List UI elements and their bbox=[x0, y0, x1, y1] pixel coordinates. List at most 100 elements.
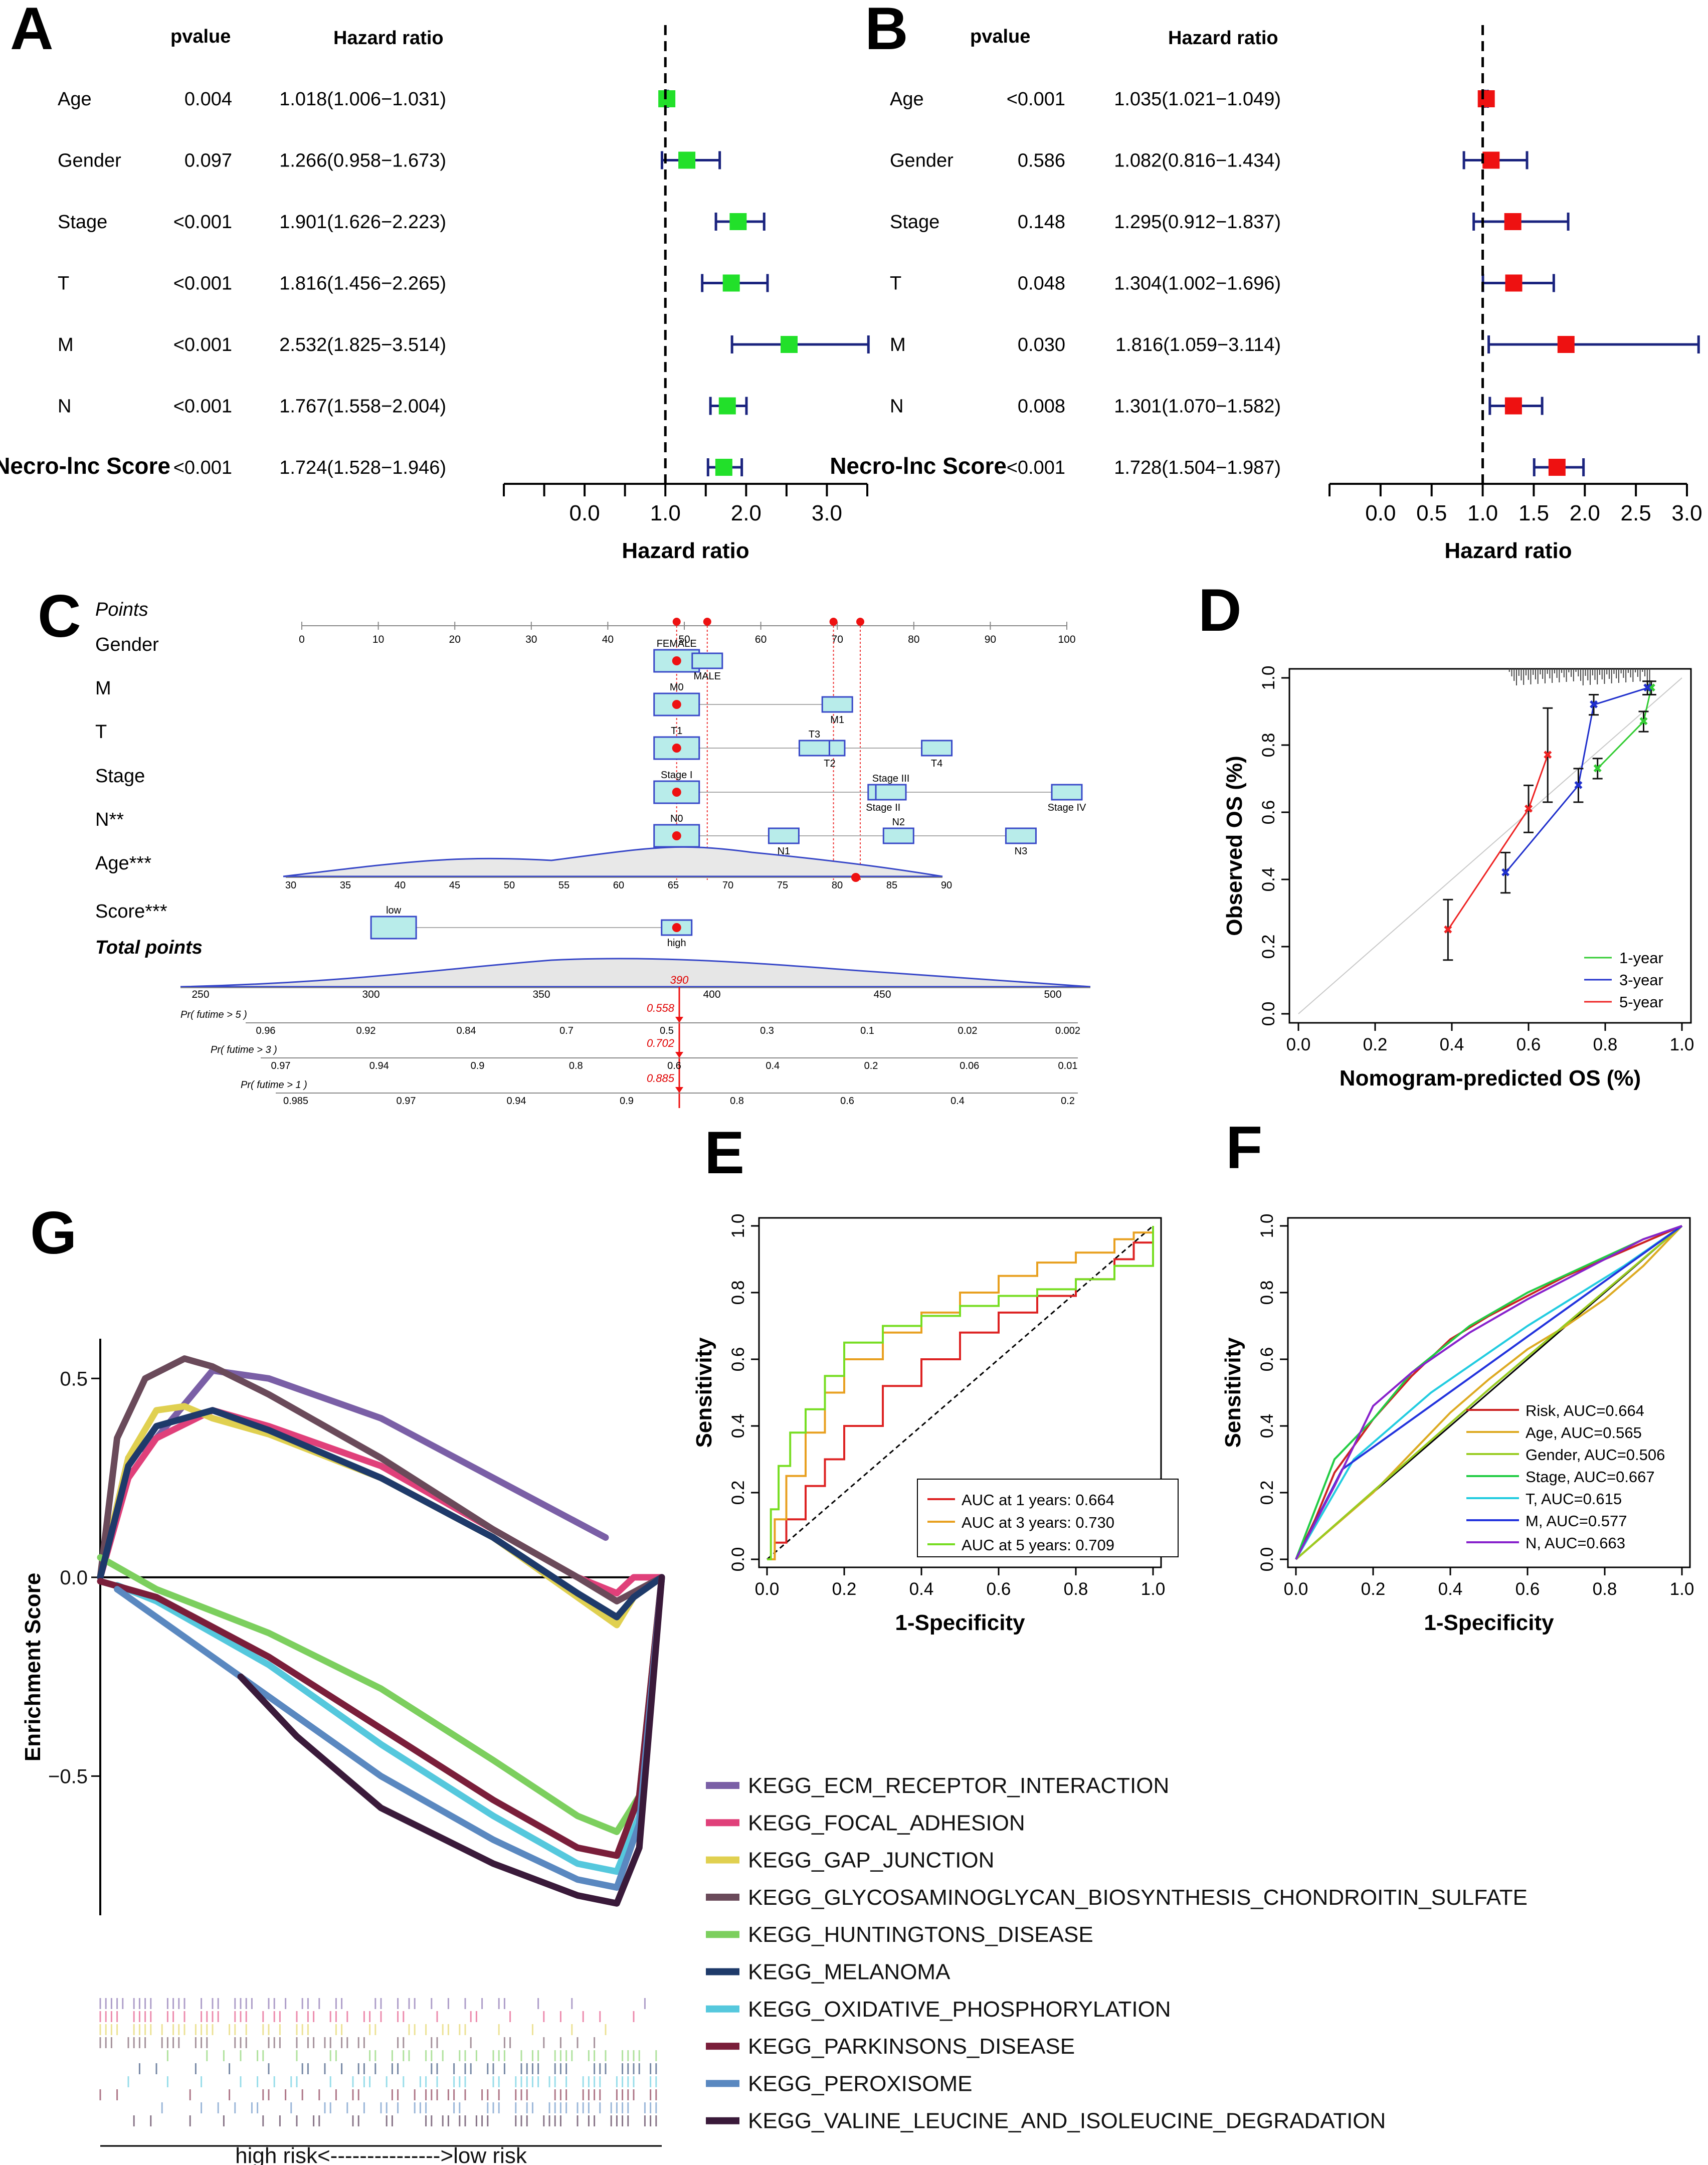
hr-text-m: 2.532(1.825−3.514) bbox=[279, 334, 446, 355]
calibration-plot-d: 0.0 0.2 0.4 0.6 0.8 1.0 0.0 0.2 0.4 0.6 0.8 1.0 Nomo… bbox=[1222, 666, 1694, 1091]
hr-text-t: 1.304(1.002−1.696) bbox=[1114, 273, 1281, 294]
points-tick-label-10: 100 bbox=[1058, 634, 1075, 645]
y-axis-label: Sensitivity bbox=[1221, 1337, 1245, 1448]
nomogram-level-n2: N2 bbox=[892, 817, 905, 828]
age-tick-label-3: 45 bbox=[449, 880, 460, 891]
calib-point-5-year-1: ✖ bbox=[1524, 802, 1534, 816]
survival-tick-0-3: 0.7 bbox=[559, 1025, 574, 1036]
survival-tick-1-2: 0.9 bbox=[471, 1060, 485, 1071]
survival-arrow-0 bbox=[675, 1017, 683, 1023]
age-tick-label-10: 80 bbox=[832, 880, 843, 891]
age-tick-label-8: 70 bbox=[722, 880, 733, 891]
nomogram-box-male bbox=[691, 652, 723, 669]
pvalue-n: 0.008 bbox=[1018, 396, 1065, 417]
nomogram-level-stage-iv: Stage IV bbox=[1048, 802, 1086, 813]
nomogram-box-n1 bbox=[768, 827, 800, 844]
age-tick-label-4: 50 bbox=[504, 880, 515, 891]
nomogram-level-t3: T3 bbox=[809, 729, 820, 740]
panel-label-f: F bbox=[1226, 1114, 1262, 1181]
hr-marker-stage bbox=[1504, 213, 1522, 230]
hr-text-gender: 1.266(0.958−1.673) bbox=[279, 150, 446, 171]
hr-text-age: 1.018(1.006−1.031) bbox=[279, 89, 446, 110]
hr-marker-age bbox=[1477, 90, 1495, 107]
nomogram-box-t4 bbox=[921, 740, 953, 757]
x-tick-label-2: 1.0 bbox=[1467, 501, 1498, 525]
total-tick-label-3: 400 bbox=[703, 989, 720, 1000]
x-tick-label-0: 0.0 bbox=[570, 501, 600, 525]
selected-point-t bbox=[672, 744, 681, 753]
y-tick-label-2: 0.4 bbox=[728, 1414, 748, 1438]
hr-marker-m bbox=[1557, 336, 1575, 353]
pvalue-stage: 0.148 bbox=[1018, 212, 1065, 233]
hr-marker-necro-lnc-score bbox=[1548, 459, 1566, 476]
calib-point-1-year-1: ✖ bbox=[1638, 714, 1648, 729]
survival-tick-2-4: 0.8 bbox=[730, 1096, 744, 1107]
y-tick-label-2: −0.5 bbox=[48, 1765, 88, 1787]
forest-plot-a: pvalue Hazard ratio Age 0.004 1.018(1.006−1.… bbox=[0, 25, 870, 563]
total-points-density bbox=[180, 958, 1091, 988]
pvalue-m: 0.030 bbox=[1018, 334, 1065, 355]
x-tick-label-5: 2.5 bbox=[1621, 501, 1651, 525]
points-tick-label-7: 70 bbox=[832, 634, 843, 645]
red-dot-top-3 bbox=[856, 618, 864, 626]
pvalue-n: <0.001 bbox=[173, 396, 232, 417]
total-tick-label-0: 250 bbox=[192, 989, 209, 1000]
age-tick-label-12: 90 bbox=[941, 880, 952, 891]
legend-label-3-year: 3-year bbox=[1619, 971, 1663, 989]
legend-label-1-year: 1-year bbox=[1619, 949, 1663, 967]
panel-label-a: A bbox=[10, 0, 54, 62]
es-curve-kegg-glycosaminoglycan-biosynthesis-chondroitin-sulfate bbox=[97, 1355, 665, 1604]
y-tick-label-4: 0.8 bbox=[1257, 1281, 1277, 1305]
panel-label-g: G bbox=[30, 1199, 77, 1267]
y-tick-label-5: 1.0 bbox=[728, 1214, 748, 1238]
es-curve-kegg-melanoma bbox=[97, 1407, 665, 1620]
y-tick-label-3: 0.6 bbox=[1257, 1347, 1277, 1372]
survival-tick-1-7: 0.06 bbox=[960, 1060, 979, 1071]
roc-curve-n-auc-0-663 bbox=[1295, 1225, 1682, 1560]
row-label-necro-lnc-score: Necro-lnc Score bbox=[0, 453, 170, 479]
y-tick-label-5: 1.0 bbox=[1257, 1214, 1277, 1238]
red-dot-top-1 bbox=[703, 618, 711, 626]
points-tick-label-4: 40 bbox=[602, 634, 614, 645]
pvalue-gender: 0.586 bbox=[1018, 150, 1065, 171]
nomogram-box-t3 bbox=[798, 740, 830, 757]
x-tick-label-1: 1.0 bbox=[650, 501, 681, 525]
survival-axis-label-0: Pr( futime > 5 ) bbox=[180, 1009, 247, 1020]
hr-marker-gender bbox=[1482, 151, 1500, 169]
x-tick-label-2: 0.4 bbox=[1440, 1035, 1464, 1054]
hr-text-necro-lnc-score: 1.724(1.528−1.946) bbox=[279, 457, 446, 478]
nomogram-level-n1: N1 bbox=[778, 846, 791, 857]
x-tick-label-1: 0.5 bbox=[1416, 501, 1447, 525]
nomogram-var-score: Score*** bbox=[95, 901, 167, 922]
row-label-gender: Gender bbox=[890, 150, 954, 171]
y-tick-label-1: 0.2 bbox=[1257, 1481, 1277, 1505]
selected-point-stage bbox=[672, 788, 681, 797]
selected-point-score bbox=[672, 923, 681, 932]
nomogram-level-m1: M1 bbox=[830, 714, 844, 726]
nomogram-level-n0: N0 bbox=[670, 813, 683, 824]
survival-value-1: 0.702 bbox=[647, 1037, 674, 1049]
y-tick-label-1: 0.2 bbox=[1259, 935, 1278, 959]
pvalue-necro-lnc-score: <0.001 bbox=[1007, 457, 1065, 478]
legend-label-kegg-valine-leucine-and-isoleucine-degradation: KEGG_VALINE_LEUCINE_AND_ISOLEUCINE_DEGRA… bbox=[748, 2109, 1386, 2133]
panel-label-c: C bbox=[38, 583, 81, 650]
legend-label-kegg-gap-junction: KEGG_GAP_JUNCTION bbox=[748, 1848, 994, 1873]
red-dot-top-0 bbox=[672, 618, 681, 626]
hr-marker-m bbox=[781, 336, 798, 353]
survival-tick-2-2: 0.94 bbox=[507, 1096, 526, 1107]
hr-marker-t bbox=[722, 274, 740, 292]
hr-text-n: 1.767(1.558−2.004) bbox=[279, 396, 446, 417]
survival-tick-1-8: 0.01 bbox=[1058, 1060, 1078, 1071]
age-tick-label-11: 85 bbox=[886, 880, 897, 891]
nomogram-level-t4: T4 bbox=[931, 758, 942, 769]
survival-tick-0-8: 0.002 bbox=[1055, 1025, 1080, 1036]
nomogram-c: Points 0 10 20 30 40 50 60 70 80 90 100 Gender FEMALE… bbox=[95, 599, 1091, 1108]
selected-point-m bbox=[672, 700, 681, 709]
nomogram-var-m: M bbox=[95, 678, 111, 699]
row-label-age: Age bbox=[58, 89, 92, 110]
es-curve-kegg-parkinsons-disease bbox=[97, 1574, 665, 1859]
row-label-m: M bbox=[890, 334, 906, 355]
survival-tick-1-3: 0.8 bbox=[569, 1060, 583, 1071]
hr-text-stage: 1.901(1.626−2.223) bbox=[279, 212, 446, 233]
